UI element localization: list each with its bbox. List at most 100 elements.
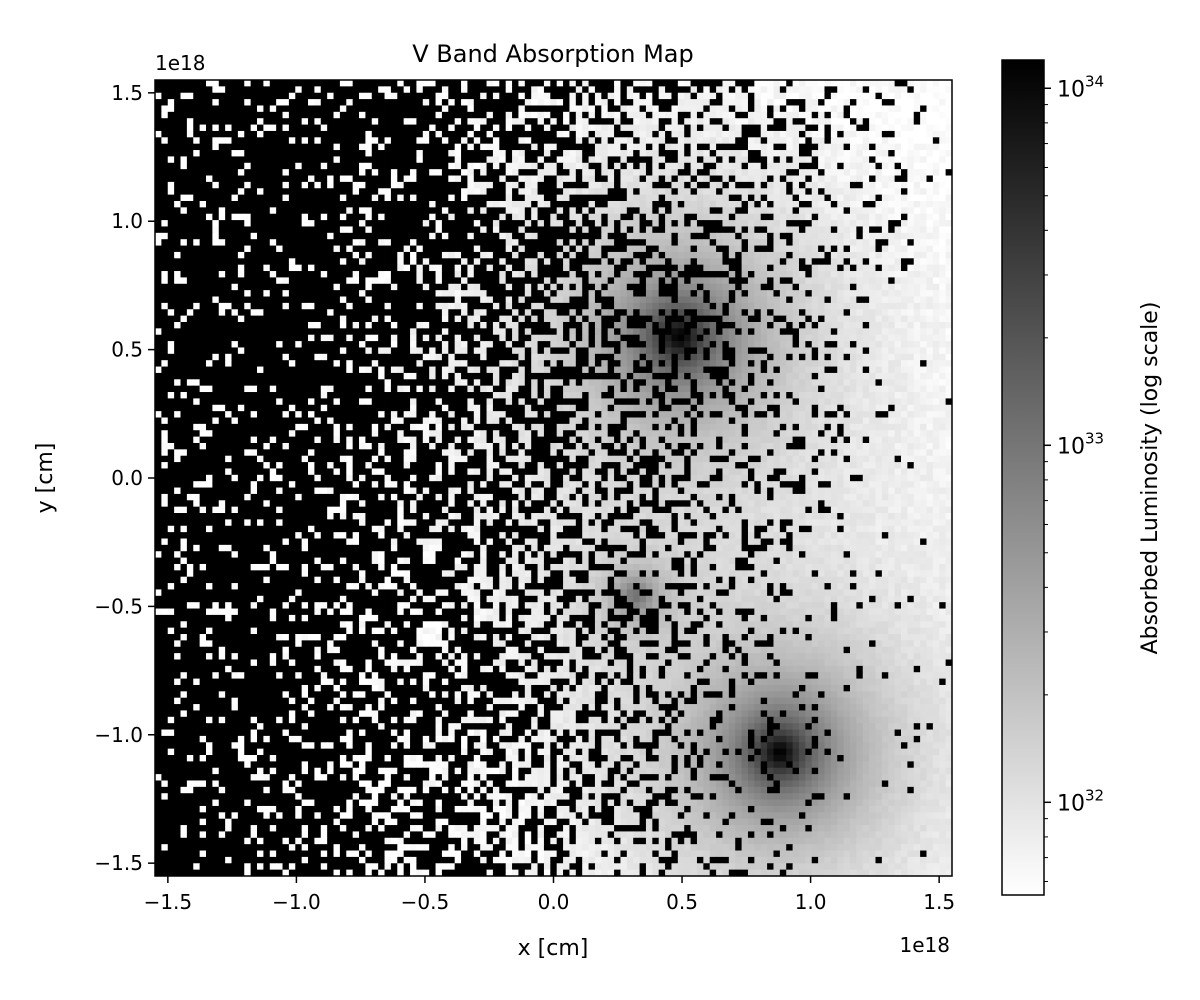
heatmap-cell — [206, 303, 213, 310]
heatmap-cell — [869, 150, 876, 157]
heatmap-cell — [722, 188, 729, 195]
heatmap-cell — [321, 309, 328, 316]
heatmap-cell — [238, 226, 245, 233]
heatmap-cell — [442, 150, 449, 157]
heatmap-cell — [232, 214, 239, 221]
heatmap-cell — [748, 290, 755, 297]
heatmap-cell — [193, 150, 200, 157]
heatmap-cell — [818, 131, 825, 138]
heatmap-cell — [493, 195, 500, 202]
heatmap-cell — [608, 188, 615, 195]
heatmap-cell — [512, 195, 519, 202]
heatmap-cell — [831, 99, 838, 106]
heatmap-cell — [875, 265, 882, 272]
heatmap-cell — [659, 328, 666, 335]
heatmap-cell — [219, 195, 226, 202]
heatmap-cell — [334, 303, 341, 310]
heatmap-cell — [314, 112, 321, 119]
heatmap-cell — [576, 125, 583, 132]
heatmap-cell — [748, 150, 755, 157]
heatmap-cell — [576, 188, 583, 195]
heatmap-cell — [844, 86, 851, 93]
heatmap-cell — [263, 309, 270, 316]
heatmap-cell — [691, 137, 698, 144]
heatmap-cell — [206, 297, 213, 304]
heatmap-cell — [506, 182, 513, 189]
heatmap-cell — [652, 182, 659, 189]
heatmap-cell — [263, 252, 270, 259]
heatmap-cell — [340, 322, 347, 329]
heatmap-cell — [225, 303, 232, 310]
heatmap-cell — [742, 214, 749, 221]
heatmap-cell — [270, 131, 277, 138]
heatmap-cell — [372, 214, 379, 221]
heatmap-cell — [786, 297, 793, 304]
heatmap-cell — [155, 297, 162, 304]
heatmap-cell — [206, 93, 213, 100]
heatmap-cell — [640, 214, 647, 221]
heatmap-cell — [219, 309, 226, 316]
heatmap-cell — [193, 125, 200, 132]
heatmap-cell — [620, 258, 627, 265]
heatmap-cell — [710, 328, 717, 335]
heatmap-cell — [518, 239, 525, 246]
heatmap-cell — [365, 220, 372, 227]
heatmap-cell — [461, 182, 468, 189]
heatmap-cell — [263, 226, 270, 233]
heatmap-cell — [276, 239, 283, 246]
heatmap-cell — [442, 105, 449, 112]
heatmap-cell — [627, 265, 634, 272]
heatmap-cell — [385, 207, 392, 214]
heatmap-cell — [340, 131, 347, 138]
heatmap-cell — [372, 93, 379, 100]
heatmap-cell — [920, 246, 927, 253]
heatmap-cell — [302, 233, 309, 240]
heatmap-cell — [276, 201, 283, 208]
heatmap-cell — [742, 99, 749, 106]
heatmap-cell — [270, 118, 277, 125]
heatmap-cell — [391, 156, 398, 163]
heatmap-cell — [697, 297, 704, 304]
heatmap-cell — [257, 226, 264, 233]
heatmap-cell — [353, 277, 360, 284]
heatmap-cell — [793, 112, 800, 119]
heatmap-cell — [353, 233, 360, 240]
heatmap-cell — [544, 195, 551, 202]
heatmap-cell — [627, 322, 634, 329]
heatmap-cell — [907, 131, 914, 138]
heatmap-cell — [200, 207, 207, 214]
heatmap-cell — [863, 252, 870, 259]
heatmap-cell — [773, 112, 780, 119]
heatmap-cell — [544, 220, 551, 227]
heatmap-cell — [206, 195, 213, 202]
heatmap-cell — [506, 265, 513, 272]
heatmap-cell — [174, 188, 181, 195]
heatmap-cell — [576, 277, 583, 284]
heatmap-cell — [640, 93, 647, 100]
heatmap-cell — [263, 163, 270, 170]
heatmap-cell — [410, 290, 417, 297]
heatmap-cell — [416, 252, 423, 259]
heatmap-cell — [780, 169, 787, 176]
heatmap-cell — [856, 86, 863, 93]
heatmap-cell — [805, 176, 812, 183]
heatmap-cell — [499, 297, 506, 304]
heatmap-cell — [251, 246, 258, 253]
heatmap-cell — [308, 182, 315, 189]
heatmap-cell — [308, 86, 315, 93]
heatmap-cell — [436, 188, 443, 195]
heatmap-cell — [181, 125, 188, 132]
heatmap-cell — [799, 271, 806, 278]
heatmap-cell — [436, 80, 443, 87]
heatmap-cell — [608, 246, 615, 253]
heatmap-cell — [372, 86, 379, 93]
heatmap-cell — [710, 163, 717, 170]
heatmap-cell — [289, 284, 296, 291]
heatmap-cell — [563, 258, 570, 265]
heatmap-cell — [206, 233, 213, 240]
heatmap-cell — [875, 80, 882, 87]
heatmap-cell — [793, 182, 800, 189]
heatmap-cell — [786, 309, 793, 316]
heatmap-cell — [691, 176, 698, 183]
heatmap-cell — [327, 316, 334, 323]
